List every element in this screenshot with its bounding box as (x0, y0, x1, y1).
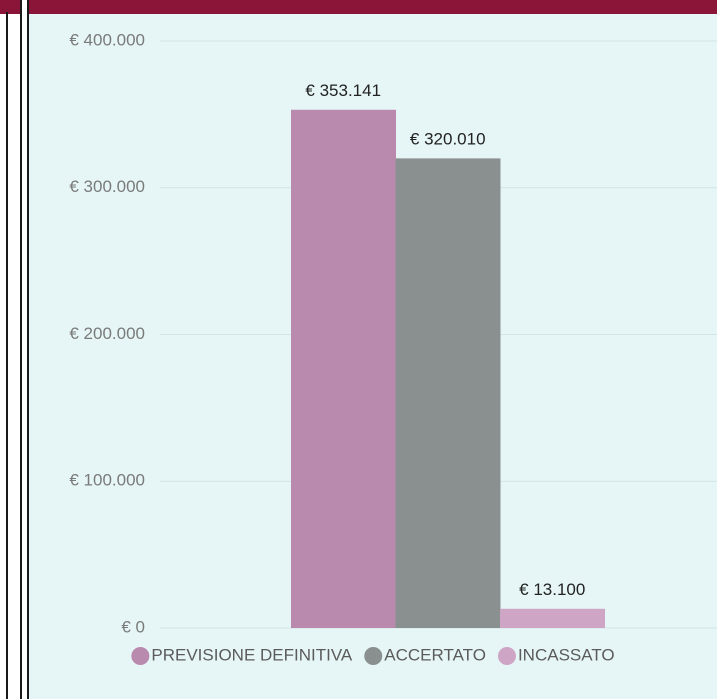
bar-accertato (395, 158, 501, 629)
bars (291, 109, 605, 629)
legend-swatch (497, 647, 516, 665)
data-labels: € 353.141 € 320.010 € 13.100 (305, 81, 585, 599)
panel-divider (20, 0, 29, 699)
legend-label: PREVISIONE DEFINITIVA (151, 645, 353, 664)
data-label: € 353.141 (305, 81, 381, 100)
bar-previsione-definitiva (291, 109, 396, 629)
legend-swatch (364, 647, 383, 665)
data-label: € 320.010 (410, 129, 486, 148)
left-frame-accent (0, 0, 10, 14)
chart-panel: € 0 € 100.000 € 200.000 € 300.000 € 400.000 … (29, 14, 717, 699)
y-tick-label: € 100.000 (69, 471, 145, 490)
left-frame (0, 0, 10, 699)
bar-incassato (500, 608, 605, 628)
header-bar (0, 0, 717, 14)
legend-label: INCASSATO (518, 645, 615, 664)
y-tick-label: € 300.000 (69, 177, 145, 196)
y-tick-label: € 400.000 (69, 30, 145, 49)
bar-chart: € 0€ 100.000€ 200.000€ 300.000€ 400.000 … (69, 30, 717, 665)
legend: PREVISIONE DEFINITIVA ACCERTATO INCASSATO (131, 645, 615, 665)
y-axis-ticks: € 0 € 100.000 € 200.000 € 300.000 € 400.000 (69, 30, 145, 636)
data-label: € 13.100 (519, 580, 585, 599)
y-tick-label: € 200.000 (69, 324, 145, 343)
left-frame-border (6, 12, 8, 699)
legend-label: ACCERTATO (384, 645, 486, 664)
legend-swatch (131, 647, 150, 665)
y-tick-label: € 0 (121, 617, 145, 636)
